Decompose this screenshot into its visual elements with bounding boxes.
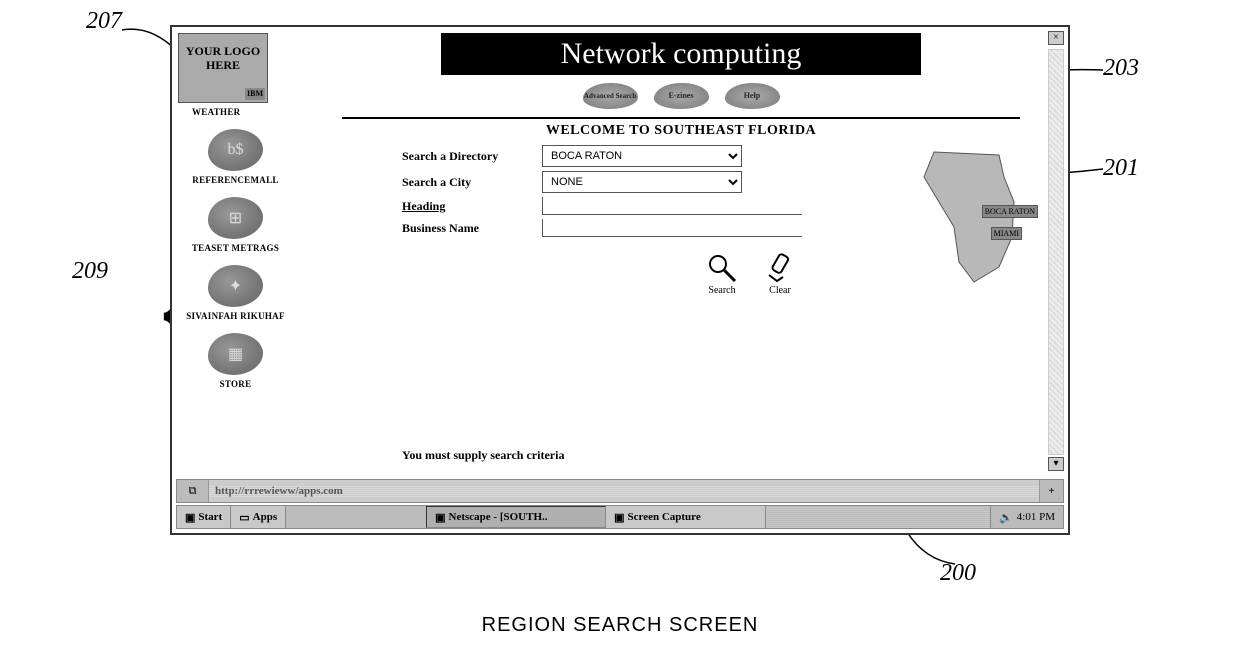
start-button[interactable]: ▣ Start <box>177 506 231 528</box>
city-label: Search a City <box>402 175 542 190</box>
nav-advanced-search[interactable]: Advanced Search <box>583 83 638 109</box>
sidebar-item-teaset[interactable]: TEASET METRAGS <box>178 197 293 253</box>
map-label-boca[interactable]: BOCA RATON <box>982 205 1038 218</box>
address-bar: ⧉ http://rrrewieww/apps.com + <box>176 479 1064 503</box>
taskbar-netscape[interactable]: ▣ Netscape - [SOUTH.. <box>426 506 606 528</box>
taskbar-spacer <box>766 506 990 528</box>
sidebar: YOUR LOGO HERE IBM WEATHER REFERENCEMALL… <box>178 33 308 389</box>
search-button[interactable]: Search <box>705 251 739 296</box>
divider <box>342 117 1020 119</box>
browser-window: × ▾ YOUR LOGO HERE IBM WEATHER REFERENCE… <box>170 25 1070 535</box>
blob-icon <box>208 265 263 307</box>
search-form: Search a Directory BOCA RATON Search a C… <box>402 145 1040 298</box>
callout-203: 203 <box>1103 55 1139 82</box>
addr-go-button[interactable]: + <box>1039 480 1063 502</box>
main-content: Network computing Advanced Search E-zine… <box>322 33 1040 298</box>
clear-button[interactable]: Clear <box>763 251 797 296</box>
sidebar-item-label: TEASET METRAGS <box>178 243 293 253</box>
folder-icon: ▭ <box>239 511 249 524</box>
status-message: You must supply search criteria <box>402 448 564 463</box>
business-input[interactable] <box>542 219 802 237</box>
callout-209: 209 <box>72 258 108 285</box>
business-label: Business Name <box>402 221 542 236</box>
apps-label: Apps <box>253 511 277 523</box>
search-label: Search <box>708 285 735 296</box>
blob-icon <box>208 129 263 171</box>
start-label: Start <box>198 511 222 523</box>
nav-help[interactable]: Help <box>725 83 780 109</box>
taskbar-apps[interactable]: ▭ Apps <box>231 506 286 528</box>
directory-select[interactable]: BOCA RATON <box>542 145 742 167</box>
sidebar-item-label: SIVAINFAH RIKUHAF <box>178 311 293 321</box>
addr-icon[interactable]: ⧉ <box>177 480 209 502</box>
sidebar-item-label: REFERENCEMALL <box>178 175 293 185</box>
heading-input[interactable] <box>542 197 802 215</box>
close-icon[interactable]: × <box>1048 31 1064 45</box>
directory-label: Search a Directory <box>402 149 542 164</box>
city-select[interactable]: NONE <box>542 171 742 193</box>
netscape-label: Netscape - [SOUTH.. <box>449 511 548 523</box>
nav-ezines[interactable]: E-zines <box>654 83 709 109</box>
logo-placeholder[interactable]: YOUR LOGO HERE IBM <box>178 33 268 103</box>
map-label-miami[interactable]: MIAMI <box>991 227 1022 240</box>
nav-row: Advanced Search E-zines Help <box>322 83 1040 109</box>
url-field[interactable]: http://rrrewieww/apps.com <box>209 485 1039 497</box>
callout-201: 201 <box>1103 155 1139 182</box>
region-map[interactable]: BOCA RATON MIAMI <box>904 147 1034 287</box>
blob-icon <box>208 333 263 375</box>
capture-label: Screen Capture <box>628 511 701 523</box>
system-tray[interactable]: 🔈 4:01 PM <box>990 506 1063 528</box>
clock: 4:01 PM <box>1017 511 1055 523</box>
sidebar-item-label: STORE <box>178 379 293 389</box>
start-icon: ▣ <box>185 511 195 524</box>
callout-207: 207 <box>86 8 122 35</box>
banner-title: Network computing <box>441 33 921 75</box>
taskbar-capture[interactable]: ▣ Screen Capture <box>606 506 766 528</box>
logo-text: YOUR LOGO HERE <box>186 44 260 72</box>
logo-badge: IBM <box>245 88 265 100</box>
sidebar-item-store[interactable]: STORE <box>178 333 293 389</box>
blob-icon <box>208 197 263 239</box>
app-icon: ▣ <box>435 511 445 524</box>
heading-label: Heading <box>402 199 542 214</box>
scroll-down-icon[interactable]: ▾ <box>1048 457 1064 471</box>
speaker-icon[interactable]: 🔈 <box>999 511 1013 524</box>
logo-caption: WEATHER <box>192 107 308 117</box>
app-icon: ▣ <box>614 511 624 524</box>
scrollbar[interactable] <box>1048 49 1064 455</box>
welcome-heading: WELCOME TO SOUTHEAST FLORIDA <box>322 123 1040 139</box>
sidebar-item-referencemall[interactable]: REFERENCEMALL <box>178 129 293 185</box>
callout-200: 200 <box>940 560 976 587</box>
figure-caption: REGION SEARCH SCREEN <box>482 614 759 637</box>
taskbar: ▣ Start ▭ Apps ▣ Netscape - [SOUTH.. ▣ S… <box>176 505 1064 529</box>
clear-label: Clear <box>769 285 791 296</box>
sidebar-item-sivainfah[interactable]: SIVAINFAH RIKUHAF <box>178 265 293 321</box>
